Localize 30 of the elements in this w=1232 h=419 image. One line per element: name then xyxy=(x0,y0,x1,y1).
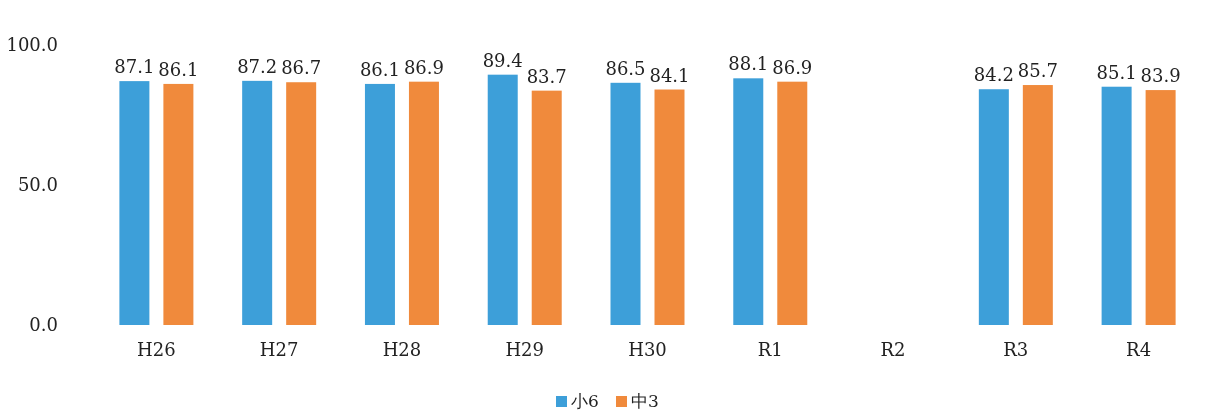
x-tick-label: H27 xyxy=(259,339,299,360)
data-label: 85.1 xyxy=(1096,61,1137,83)
legend-label: 中3 xyxy=(631,391,659,411)
data-label: 86.1 xyxy=(158,58,199,80)
y-tick-label: 50.0 xyxy=(17,174,58,195)
data-label: 84.1 xyxy=(649,64,690,86)
data-label: 86.7 xyxy=(281,57,322,79)
data-label: 85.7 xyxy=(1017,60,1058,82)
x-tick-label: R4 xyxy=(1126,339,1152,360)
data-label: 83.9 xyxy=(1140,65,1181,87)
data-label: 86.9 xyxy=(403,56,444,78)
data-label: 88.1 xyxy=(728,53,769,75)
x-tick-label: R3 xyxy=(1003,339,1029,360)
data-label: 84.2 xyxy=(973,64,1014,86)
legend-label: 小6 xyxy=(571,391,599,411)
y-tick-label: 0.0 xyxy=(29,314,58,335)
data-label: 86.9 xyxy=(772,56,813,78)
x-tick-label: R1 xyxy=(757,339,783,360)
data-label: 86.1 xyxy=(359,58,400,80)
data-label: 83.7 xyxy=(526,65,567,87)
x-tick-label: H26 xyxy=(137,339,176,360)
x-tick-label: H28 xyxy=(382,339,422,360)
data-label: 89.4 xyxy=(482,49,523,71)
x-tick-label: R2 xyxy=(880,339,906,360)
y-tick-label: 100.0 xyxy=(6,34,58,55)
data-label: 87.1 xyxy=(114,56,155,78)
data-label: 86.5 xyxy=(605,57,646,79)
x-tick-label: H29 xyxy=(505,339,545,360)
data-label: 87.2 xyxy=(237,55,278,77)
x-tick-label: H30 xyxy=(628,339,667,360)
